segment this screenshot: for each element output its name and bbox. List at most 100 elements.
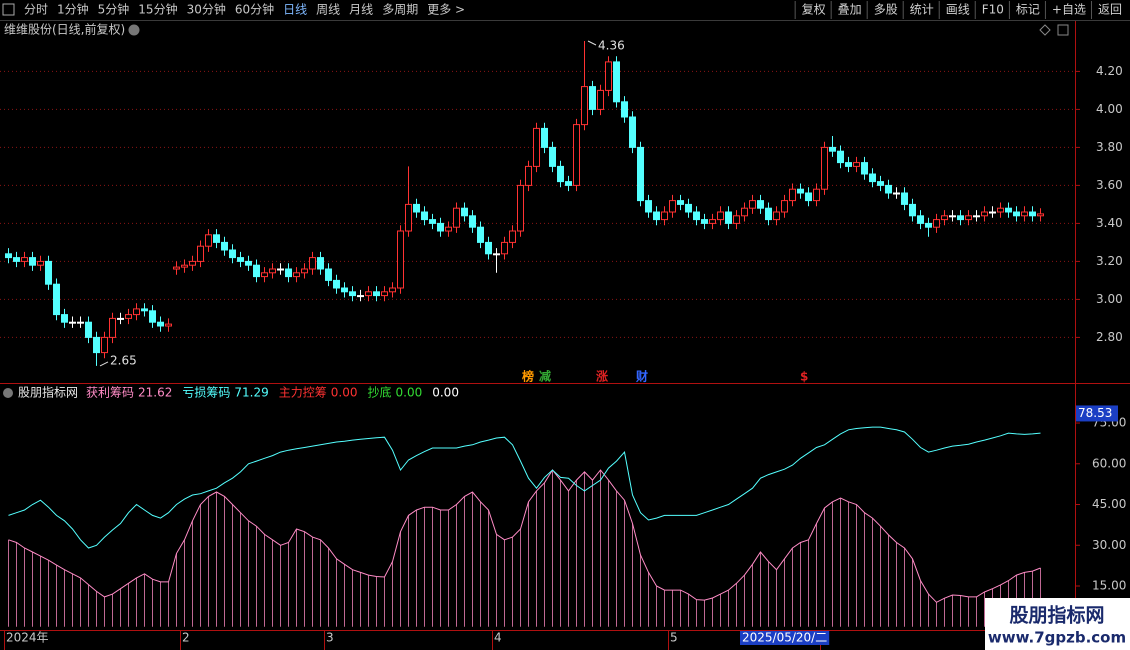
- toolbar-button[interactable]: 叠加: [838, 3, 862, 17]
- candle-body: [5, 253, 12, 259]
- candle-body: [589, 86, 596, 110]
- indicator-menu[interactable]: [3, 388, 13, 398]
- legend-value: 0.00: [396, 386, 423, 400]
- y-tick-label: 3.20: [1096, 254, 1123, 268]
- series-line: [8, 469, 1041, 603]
- event-marker-label[interactable]: 财: [635, 369, 648, 384]
- period-tab[interactable]: 1分钟: [57, 2, 89, 17]
- period-tab[interactable]: 多周期: [382, 3, 418, 17]
- candle-body: [445, 226, 452, 232]
- event-marker[interactable]: 财: [635, 369, 648, 384]
- toolbar-button[interactable]: 统计: [910, 3, 934, 17]
- toolbar-button[interactable]: 返回: [1098, 3, 1122, 17]
- candle-body: [69, 321, 76, 324]
- x-tick-label: 2024年: [6, 631, 49, 645]
- x-axis: 2024年234562025/05/20/二: [4, 630, 830, 650]
- candle-body: [93, 336, 100, 354]
- candle-body: [877, 181, 884, 186]
- title-menu[interactable]: [128, 24, 140, 36]
- watermark-title: 股朋指标网: [1009, 605, 1104, 627]
- candle-body: [421, 211, 428, 221]
- candle-body: [133, 308, 140, 316]
- period-tab[interactable]: 60分钟: [235, 2, 274, 17]
- candle-body: [885, 184, 892, 194]
- candle-body: [389, 287, 396, 293]
- candle-body: [853, 162, 860, 167]
- period-tab[interactable]: 更多 >: [427, 3, 465, 17]
- candle-body: [909, 203, 916, 217]
- y-tick-label: 3.00: [1096, 292, 1123, 306]
- candle-body: [573, 124, 580, 186]
- event-marker-label[interactable]: 榜: [522, 369, 534, 384]
- candle-body: [77, 321, 84, 324]
- toolbar-button[interactable]: 标记: [1016, 3, 1040, 17]
- candle-body: [549, 146, 556, 167]
- candle-body: [469, 215, 476, 228]
- chart-title: 维维股份(日线,前复权): [4, 22, 125, 37]
- watermark: 股朋指标网 www.7gpzb.com: [985, 598, 1130, 650]
- period-tab[interactable]: 周线: [316, 3, 340, 17]
- candle-body: [349, 291, 356, 297]
- candle-body: [317, 257, 324, 270]
- y-tick-label: 4.00: [1096, 102, 1123, 116]
- pane-icon[interactable]: [1039, 24, 1051, 36]
- period-tab[interactable]: 5分钟: [98, 2, 130, 17]
- period-tab[interactable]: 30分钟: [187, 2, 226, 17]
- candle-body: [725, 211, 732, 224]
- candle-body: [989, 211, 996, 214]
- toolbar-button[interactable]: 画线: [946, 3, 970, 17]
- y-tick-label: 30.00: [1092, 538, 1126, 552]
- event-marker[interactable]: 减: [539, 369, 551, 384]
- period-tab[interactable]: 15分钟: [138, 2, 177, 17]
- toolbar-button[interactable]: F10: [982, 3, 1004, 17]
- candle-body: [309, 257, 316, 270]
- candle-body: [285, 268, 292, 278]
- menu-icon[interactable]: [2, 3, 15, 16]
- y-tick-label: 45.00: [1092, 497, 1126, 511]
- toolbar-button[interactable]: 多股: [874, 3, 898, 17]
- x-tick-label: 3: [326, 631, 334, 645]
- candle-body: [493, 253, 500, 256]
- period-tab[interactable]: 分时: [24, 3, 48, 17]
- period-tab[interactable]: 日线: [283, 3, 307, 17]
- candle-body: [485, 241, 492, 255]
- candle-body: [165, 323, 172, 327]
- event-marker[interactable]: $: [800, 370, 808, 384]
- candle-body: [405, 203, 412, 232]
- y-tick-label: 15.00: [1092, 579, 1126, 593]
- candle-body: [717, 211, 724, 221]
- candle-body: [997, 207, 1004, 213]
- event-marker[interactable]: 涨: [596, 369, 608, 384]
- candle-body: [981, 211, 988, 217]
- legend-value: 21.62: [138, 386, 172, 400]
- event-marker-label[interactable]: 减: [539, 369, 551, 384]
- event-marker-label[interactable]: 涨: [596, 369, 608, 384]
- candle-body: [29, 257, 36, 266]
- x-tick-label: 2: [182, 631, 190, 645]
- toolbar-button[interactable]: 复权: [802, 3, 826, 17]
- candle-body: [773, 211, 780, 221]
- current-value: 78.53: [1078, 406, 1112, 420]
- candle-body: [269, 268, 276, 274]
- candle-body: [125, 314, 132, 319]
- toolbar-button[interactable]: +自选: [1052, 3, 1086, 17]
- event-marker[interactable]: 榜: [522, 369, 534, 384]
- event-marker-label[interactable]: $: [800, 370, 808, 384]
- period-tab[interactable]: 月线: [349, 3, 373, 17]
- candle-body: [605, 61, 612, 91]
- candle-body: [197, 245, 204, 262]
- legend-value: 0.00: [331, 386, 358, 400]
- candle-body: [301, 268, 308, 274]
- current-value-box: [1076, 405, 1118, 422]
- candle-body: [245, 260, 252, 266]
- pane-icon[interactable]: [1057, 24, 1069, 36]
- candle-body: [237, 257, 244, 262]
- candle-body: [365, 291, 372, 297]
- candle-body: [381, 291, 388, 297]
- candle-body: [645, 200, 652, 213]
- candle-body: [749, 200, 756, 209]
- candle-body: [181, 264, 188, 268]
- candle-body: [941, 215, 948, 221]
- watermark-url: www.7gpzb.com: [988, 629, 1126, 647]
- candle-body: [917, 215, 924, 224]
